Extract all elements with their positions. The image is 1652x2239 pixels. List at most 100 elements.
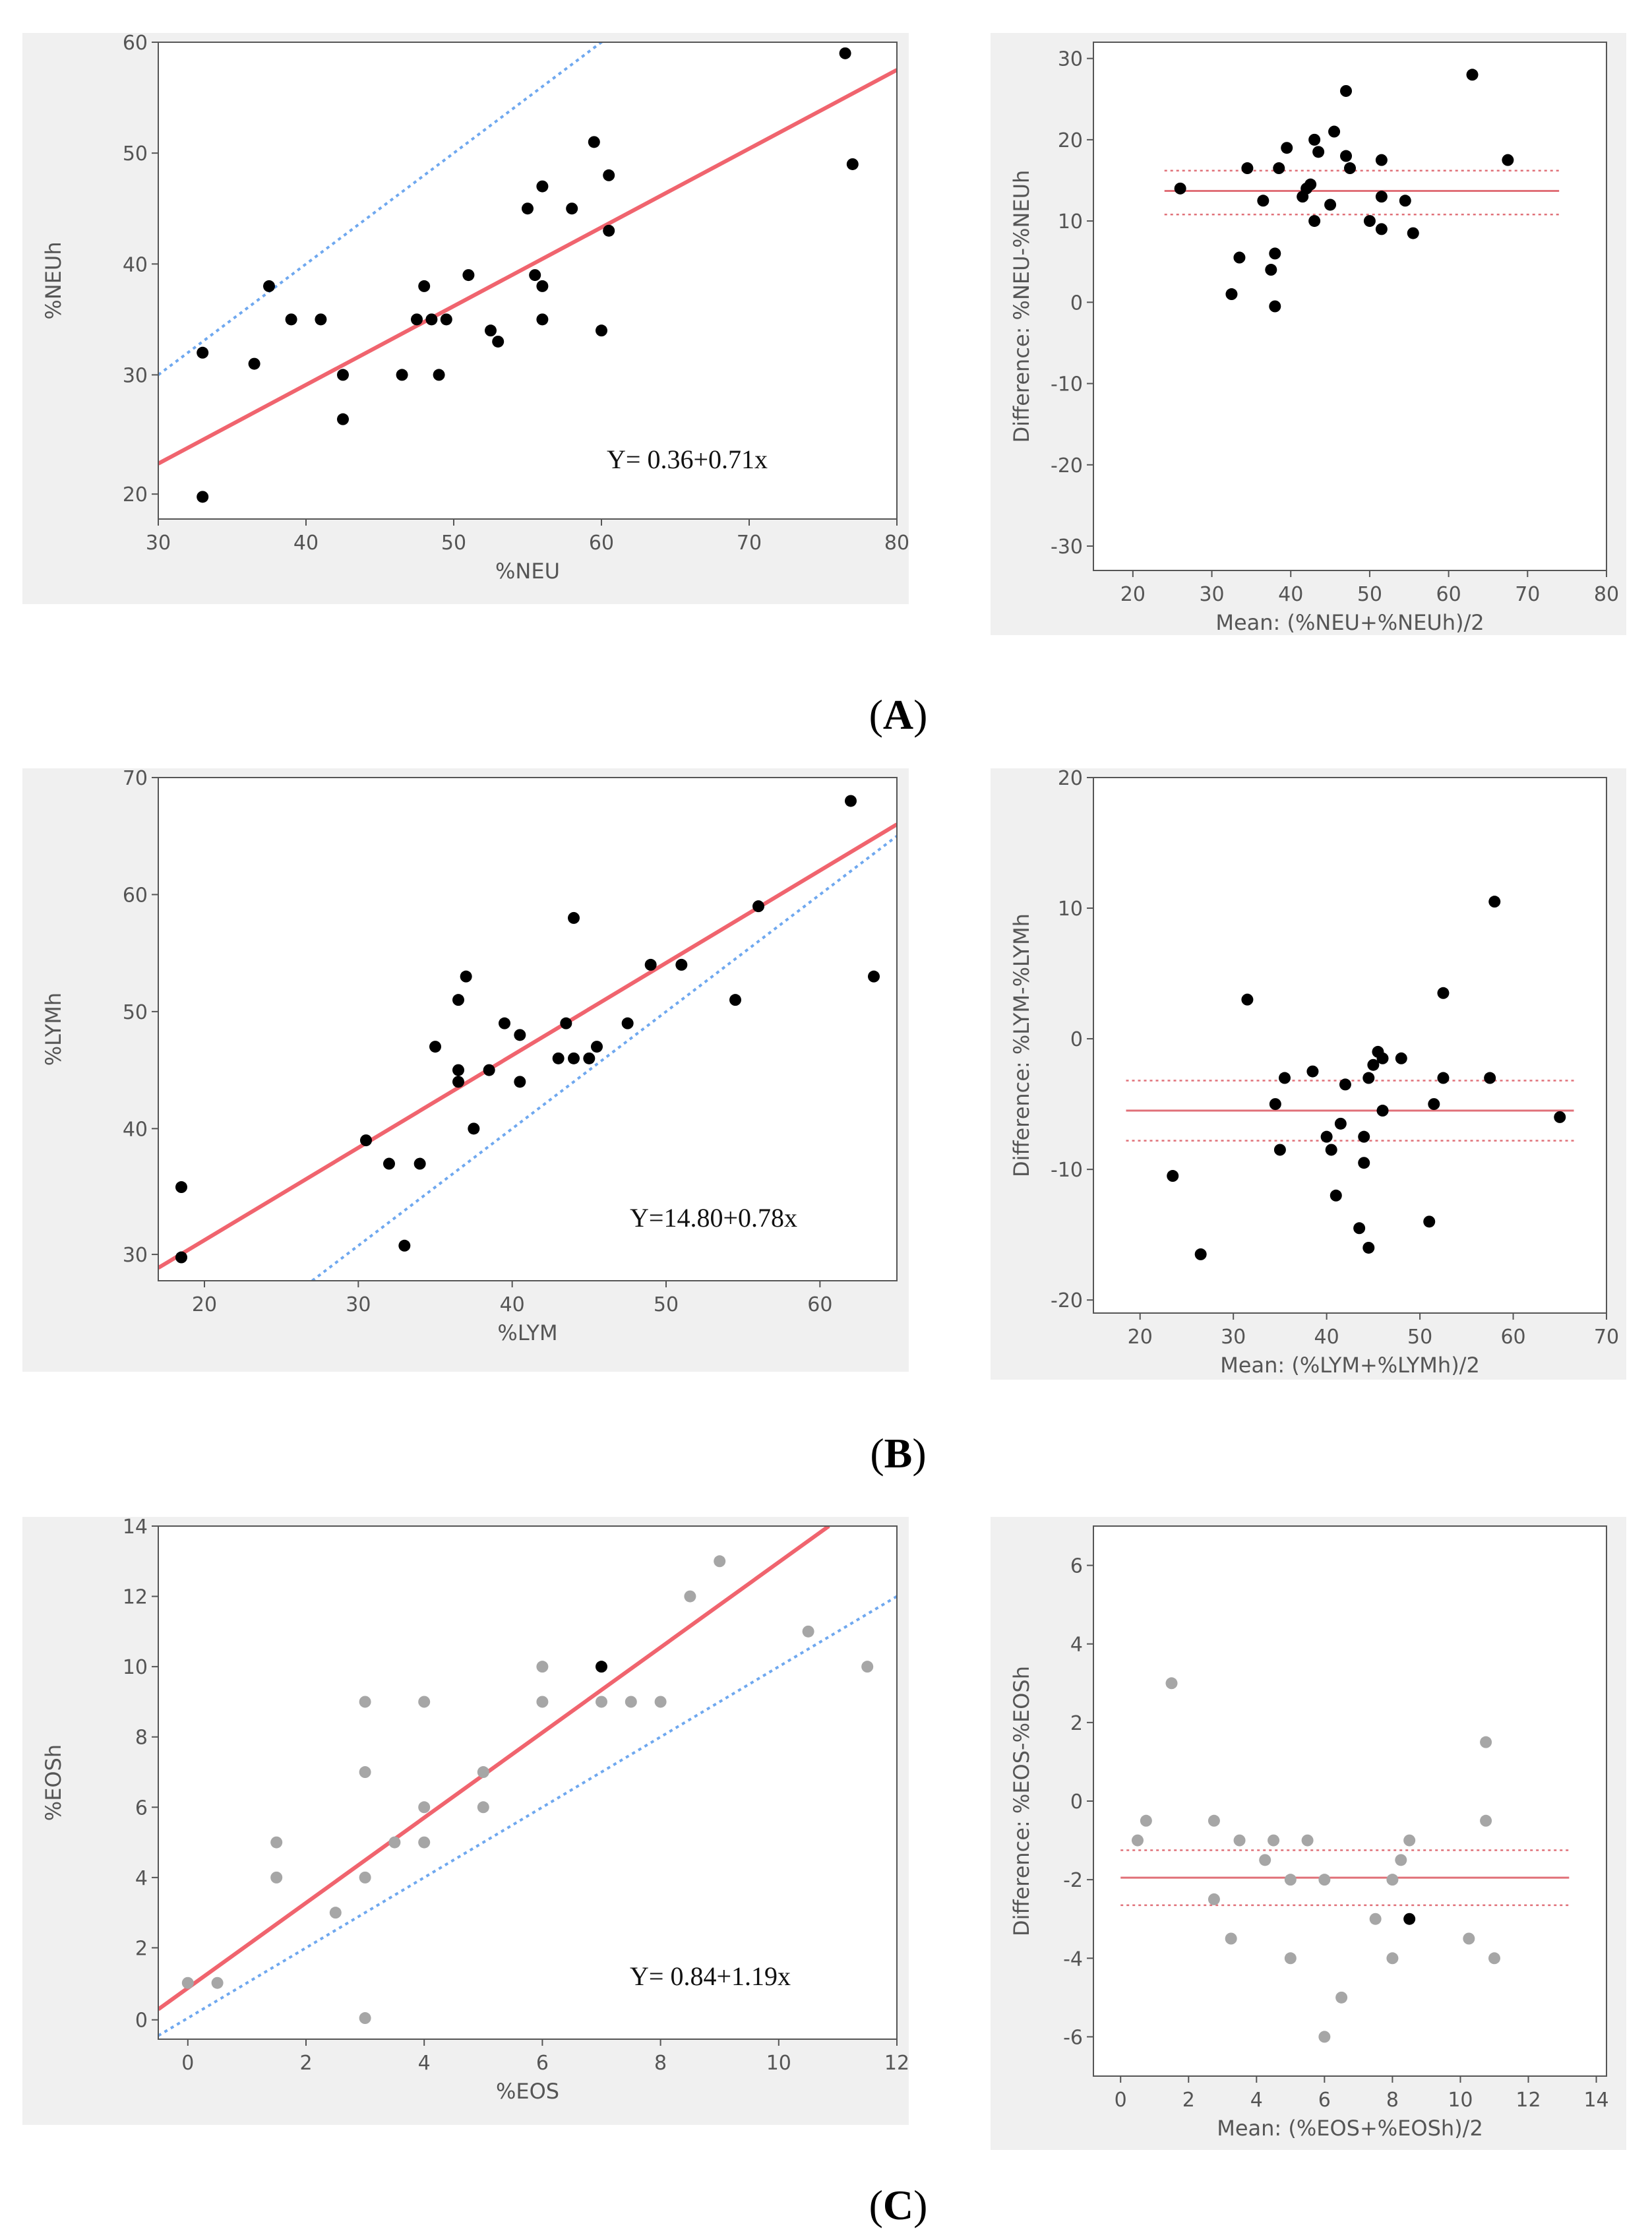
y-axis-title: Difference: %LYM-%LYMh bbox=[1009, 913, 1034, 1177]
y-tick-label: 30 bbox=[1058, 48, 1083, 71]
x-tick-label: 70 bbox=[1594, 1326, 1619, 1349]
x-tick-label: 0 bbox=[181, 2052, 194, 2075]
y-axis-title: Difference: %NEU-%NEUh bbox=[1009, 170, 1034, 443]
x-tick-label: 80 bbox=[1594, 583, 1619, 606]
data-point bbox=[285, 313, 297, 326]
data-point bbox=[1269, 247, 1281, 260]
data-point bbox=[1208, 1814, 1220, 1827]
data-point bbox=[1407, 227, 1419, 239]
data-point bbox=[483, 1064, 495, 1076]
data-point bbox=[588, 136, 600, 148]
data-point bbox=[499, 1017, 510, 1029]
data-point bbox=[1284, 1952, 1297, 1965]
y-tick-label: 40 bbox=[123, 253, 148, 276]
data-point bbox=[868, 970, 880, 983]
x-tick-label: 6 bbox=[536, 2052, 549, 2075]
data-point bbox=[1165, 1677, 1178, 1690]
y-axis-title: %NEUh bbox=[41, 241, 66, 319]
data-point bbox=[1488, 1952, 1500, 1965]
y-tick-label: 50 bbox=[123, 142, 148, 166]
data-point bbox=[566, 202, 578, 215]
eos-bland-altman-chart: -6 -4 -2 0 2 4 6 0 2 4 6 8 10 12 14 Mean: (%EOS+%EOSh)/… bbox=[991, 1517, 1626, 2150]
data-point bbox=[492, 335, 505, 348]
data-point bbox=[1241, 162, 1254, 175]
data-point bbox=[1339, 1078, 1351, 1091]
data-point bbox=[1174, 182, 1186, 195]
regression-line bbox=[158, 822, 897, 1270]
data-point bbox=[388, 1836, 401, 1849]
y-tick-label: 2 bbox=[135, 1937, 148, 1960]
x-axis-title: %EOS bbox=[496, 2079, 559, 2104]
data-point bbox=[714, 1555, 726, 1568]
data-point bbox=[413, 1157, 426, 1170]
data-point bbox=[418, 280, 431, 292]
x-tick-label: 40 bbox=[1314, 1326, 1339, 1349]
y-tick-label: 20 bbox=[123, 483, 148, 506]
data-point bbox=[460, 970, 472, 983]
x-tick-label: 30 bbox=[146, 532, 171, 555]
data-point bbox=[270, 1871, 283, 1884]
panel-label-close: ) bbox=[913, 2182, 927, 2228]
data-point bbox=[1358, 1157, 1370, 1169]
data-point bbox=[1257, 195, 1270, 207]
x-tick-label: 20 bbox=[1128, 1326, 1153, 1349]
data-point bbox=[329, 1907, 342, 1919]
data-point bbox=[248, 357, 260, 370]
regression-equation: Y=14.80+0.78x bbox=[630, 1203, 797, 1233]
x-tick-label: 30 bbox=[1221, 1326, 1246, 1349]
data-point bbox=[433, 369, 445, 381]
lym-scatter-chart: 30 40 50 60 70 20 30 40 50 60 %LYM %LYMh Y=14.80+0.7… bbox=[22, 767, 909, 1372]
data-point bbox=[1325, 1144, 1337, 1156]
panel-label-a: (A) bbox=[869, 691, 928, 738]
y-tick-label: 60 bbox=[123, 884, 148, 907]
x-tick-label: 12 bbox=[884, 2052, 909, 2075]
lym-bland-altman-chart: -20 -10 0 10 20 20 30 40 50 60 70 Mean: (%LYM+%LYMh… bbox=[991, 767, 1626, 1380]
data-point bbox=[1358, 1130, 1370, 1143]
data-point bbox=[536, 1696, 549, 1708]
data-point bbox=[181, 1977, 194, 1989]
x-tick-label: 50 bbox=[654, 1293, 679, 1316]
x-tick-label: 4 bbox=[418, 2052, 431, 2075]
data-point bbox=[1233, 1834, 1246, 1847]
data-point bbox=[1353, 1222, 1366, 1235]
data-point bbox=[1334, 1117, 1347, 1130]
data-point bbox=[1362, 1241, 1375, 1254]
regression-equation: Y= 0.84+1.19x bbox=[630, 1961, 791, 1991]
neu-scatter-chart: 20 30 40 50 60 30 40 50 60 70 80 %NEU %NEUh Y= 0.36+0… bbox=[22, 32, 909, 604]
y-tick-label: 20 bbox=[1058, 129, 1083, 152]
y-tick-label: 0 bbox=[1070, 291, 1083, 315]
data-point bbox=[1386, 1874, 1399, 1886]
data-point bbox=[596, 1661, 607, 1673]
data-point bbox=[568, 1052, 580, 1064]
data-point bbox=[1318, 2031, 1331, 2043]
data-point bbox=[1480, 1736, 1492, 1748]
y-tick-label: 0 bbox=[1070, 1028, 1083, 1051]
data-point bbox=[1318, 1874, 1331, 1886]
panel-label-letter: C bbox=[883, 2182, 913, 2228]
regression-line bbox=[158, 1526, 830, 2011]
x-axis-title: Mean: (%LYM+%LYMh)/2 bbox=[1220, 1353, 1480, 1378]
x-tick-label: 8 bbox=[654, 2052, 667, 2075]
data-point bbox=[1208, 1893, 1220, 1905]
data-point bbox=[1324, 199, 1337, 211]
data-point bbox=[1375, 191, 1388, 203]
y-tick-label: 20 bbox=[1058, 767, 1083, 790]
data-point bbox=[568, 911, 580, 924]
data-point bbox=[359, 1696, 371, 1708]
y-tick-label: 0 bbox=[135, 2009, 148, 2033]
data-point bbox=[462, 269, 475, 282]
data-point bbox=[1340, 150, 1353, 162]
data-point bbox=[1304, 178, 1317, 191]
x-axis-title: %LYM bbox=[497, 1320, 557, 1345]
data-point bbox=[536, 1661, 549, 1673]
y-tick-label: -10 bbox=[1051, 1159, 1083, 1182]
panel-label-open: ( bbox=[869, 2182, 883, 2228]
y-tick-label: 4 bbox=[1070, 1634, 1083, 1657]
identity-line bbox=[158, 42, 604, 377]
x-tick-label: 70 bbox=[1515, 583, 1540, 606]
data-point bbox=[359, 2012, 371, 2025]
data-point bbox=[1399, 195, 1411, 207]
data-point bbox=[1301, 1834, 1314, 1847]
data-point bbox=[1225, 1932, 1237, 1945]
